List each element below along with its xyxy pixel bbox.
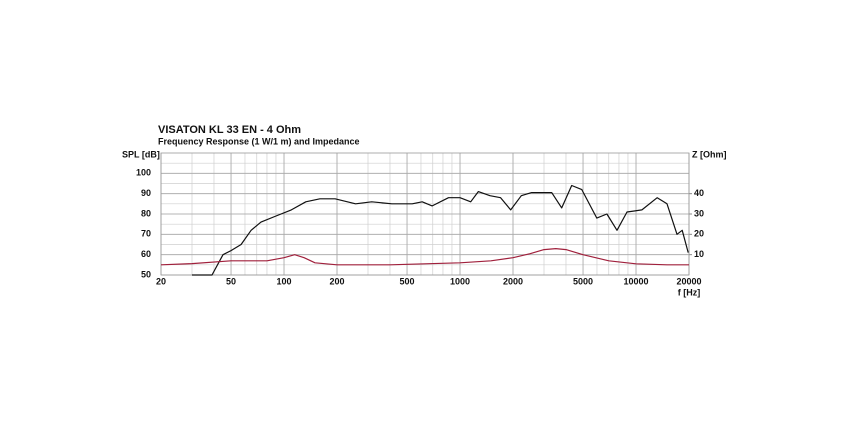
y-axis-label: SPL [dB] — [122, 149, 160, 159]
x-tick-label: 500 — [400, 276, 415, 286]
y-tick-label: 70 — [141, 229, 151, 239]
y-tick-label: 90 — [141, 188, 151, 198]
x-tick-label: 5000 — [573, 276, 593, 286]
y-tick-label: 100 — [136, 168, 151, 178]
y2-tick-label: 10 — [694, 249, 704, 259]
y2-axis-label: Z [Ohm] — [692, 149, 727, 159]
x-tick-label: 200 — [329, 276, 344, 286]
series-line — [192, 184, 689, 276]
y2-tick-label: 20 — [694, 229, 704, 239]
y-tick-label: 80 — [141, 208, 151, 218]
y2-tick-label: 30 — [694, 208, 704, 218]
series-line — [160, 248, 689, 266]
chart-title: VISATON KL 33 EN - 4 Ohm — [158, 124, 301, 136]
x-tick-label: 10000 — [624, 276, 649, 286]
x-tick-label: 1000 — [450, 276, 470, 286]
y-tick-label: 60 — [141, 249, 151, 259]
x-tick-label: 100 — [277, 276, 292, 286]
x-tick-label: 20000 — [676, 276, 701, 286]
x-tick-label: 2000 — [503, 276, 523, 286]
x-tick-label: 50 — [226, 276, 236, 286]
y-tick-label: 50 — [141, 269, 151, 279]
x-axis-label: f [Hz] — [678, 287, 701, 297]
y2-tick-label: 40 — [694, 188, 704, 198]
chart-subtitle: Frequency Response (1 W/1 m) and Impedan… — [158, 136, 360, 146]
x-tick-label: 20 — [156, 276, 166, 286]
plot-frame — [160, 152, 690, 276]
